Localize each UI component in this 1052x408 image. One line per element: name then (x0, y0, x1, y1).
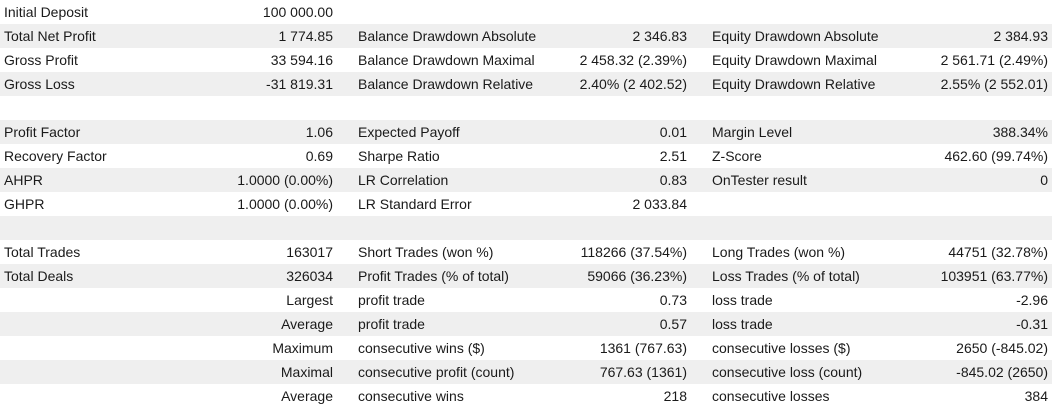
metric-value: 2 458.32 (2.39%) (579, 52, 687, 68)
metric-value: -845.02 (2650) (956, 364, 1048, 380)
table-row: Total Trades 163017 Short Trades (won %) 11… (0, 240, 1052, 264)
row-value: 0.69 (305, 148, 333, 164)
metric-label: Margin Level (712, 124, 793, 140)
metric-label: LR Correlation (358, 172, 449, 188)
metric-value: 1361 (767.63) (599, 340, 687, 356)
row-label: Recovery Factor (4, 148, 107, 164)
metric-value: 384 (1024, 388, 1048, 404)
metric-label: consecutive wins ($) (358, 340, 485, 356)
metric-label: consecutive losses (712, 388, 830, 404)
table-row: AHPR 1.0000 (0.00%) LR Correlation 0.83 OnTe… (0, 168, 1052, 192)
metric-value: -2.96 (1016, 292, 1048, 308)
table-row: GHPR 1.0000 (0.00%) LR Standard Error 2 033… (0, 192, 1052, 216)
row-value: Maximal (280, 364, 333, 380)
row-value: 1 774.85 (278, 28, 334, 44)
row-value: 163017 (286, 244, 333, 260)
metric-value: 44751 (32.78%) (948, 244, 1048, 260)
table-row: Average profit trade 0.57 loss trade -0.31 (0, 312, 1052, 336)
metric-label: Balance Drawdown Relative (358, 76, 534, 92)
row-label: Gross Loss (4, 76, 75, 92)
table-row: Maximum consecutive wins ($) 1361 (767.63)… (0, 336, 1052, 360)
metric-label: Equity Drawdown Relative (712, 76, 876, 92)
table-row: Average consecutive wins 218 consecutive lo… (0, 384, 1052, 408)
metric-label: Short Trades (won %) (358, 244, 494, 260)
metric-label: consecutive loss (count) (712, 364, 863, 380)
metric-value: 103951 (63.77%) (940, 268, 1048, 284)
table-row: Gross Loss -31 819.31 Balance Drawdown Rel… (0, 72, 1052, 96)
metric-label: profit trade (358, 292, 425, 308)
table-row: Profit Factor 1.06 Expected Payoff 0.01 Marg… (0, 120, 1052, 144)
metric-label: profit trade (358, 316, 425, 332)
metric-label: Loss Trades (% of total) (712, 268, 860, 284)
row-label: GHPR (4, 196, 45, 212)
row-value: Average (281, 388, 333, 404)
metric-value: 2.40% (2 402.52) (579, 76, 687, 92)
metric-value: 0.73 (659, 292, 687, 308)
metric-value: 0 (1040, 172, 1048, 188)
row-label: Initial Deposit (4, 4, 89, 20)
row-value: 1.06 (305, 124, 333, 140)
row-value: 1.0000 (0.00%) (237, 172, 333, 188)
metric-label: Balance Drawdown Maximal (358, 52, 535, 68)
table-row (0, 216, 1052, 240)
row-label: Total Net Profit (4, 28, 96, 44)
table-row: Maximal consecutive profit (count) 767.63 … (0, 360, 1052, 384)
row-label: AHPR (4, 172, 43, 188)
row-label: Gross Profit (4, 52, 78, 68)
table-row (0, 96, 1052, 120)
metric-label: consecutive wins (358, 388, 464, 404)
metric-value: 218 (663, 388, 687, 404)
metric-value: 2650 (-845.02) (956, 340, 1048, 356)
row-value: Maximum (272, 340, 333, 356)
metric-value: 2 346.83 (632, 28, 688, 44)
metric-label: loss trade (712, 316, 773, 332)
metric-value: 0.57 (659, 316, 687, 332)
metric-label: Z-Score (712, 148, 762, 164)
metric-label: consecutive profit (count) (358, 364, 515, 380)
metric-value: 118266 (37.54%) (580, 244, 687, 260)
row-value: 1.0000 (0.00%) (237, 196, 333, 212)
metric-label: Long Trades (won %) (712, 244, 846, 260)
metric-label: loss trade (712, 292, 773, 308)
metric-label: Expected Payoff (358, 124, 460, 140)
metric-value: 2 384.93 (993, 28, 1049, 44)
metric-label: LR Standard Error (358, 196, 472, 212)
row-label: Total Trades (4, 244, 81, 260)
metric-label: OnTester result (712, 172, 807, 188)
table-row: Total Net Profit 1 774.85 Balance Drawdown… (0, 24, 1052, 48)
metric-value: 59066 (36.23%) (587, 268, 687, 284)
table-row: Total Deals 326034 Profit Trades (% of tot… (0, 264, 1052, 288)
metric-value: 0.83 (659, 172, 687, 188)
metric-value: 2 033.84 (632, 196, 688, 212)
metric-value: 388.34% (992, 124, 1048, 140)
table-row: Largest profit trade 0.73 loss trade -2.96 (0, 288, 1052, 312)
metric-value: 462.60 (99.74%) (944, 148, 1048, 164)
metric-label: Profit Trades (% of total) (358, 268, 509, 284)
metric-label: Equity Drawdown Maximal (712, 52, 877, 68)
metric-label: Sharpe Ratio (358, 148, 440, 164)
table-row: Initial Deposit 100 000.00 (0, 0, 1052, 24)
row-value: 326034 (286, 268, 333, 284)
metric-value: 767.63 (1361) (599, 364, 687, 380)
metric-label: Balance Drawdown Absolute (358, 28, 537, 44)
metric-value: 0.01 (659, 124, 687, 140)
row-value: Largest (286, 292, 333, 308)
row-value: Average (281, 316, 333, 332)
table-row: Recovery Factor 0.69 Sharpe Ratio 2.51 Z-Sco… (0, 144, 1052, 168)
metric-value: 2.55% (2 552.01) (940, 76, 1048, 92)
row-label: Profit Factor (4, 124, 81, 140)
row-label: Total Deals (4, 268, 74, 284)
row-value: 100 000.00 (262, 4, 333, 20)
table-row: Gross Profit 33 594.16 Balance Drawdown Ma… (0, 48, 1052, 72)
metric-value: 2.51 (659, 148, 687, 164)
metric-value: 2 561.71 (2.49%) (940, 52, 1048, 68)
metric-label: Equity Drawdown Absolute (712, 28, 879, 44)
metric-label: consecutive losses ($) (712, 340, 851, 356)
metric-value: -0.31 (1016, 316, 1048, 332)
row-value: 33 594.16 (270, 52, 333, 68)
row-value: -31 819.31 (266, 76, 333, 92)
